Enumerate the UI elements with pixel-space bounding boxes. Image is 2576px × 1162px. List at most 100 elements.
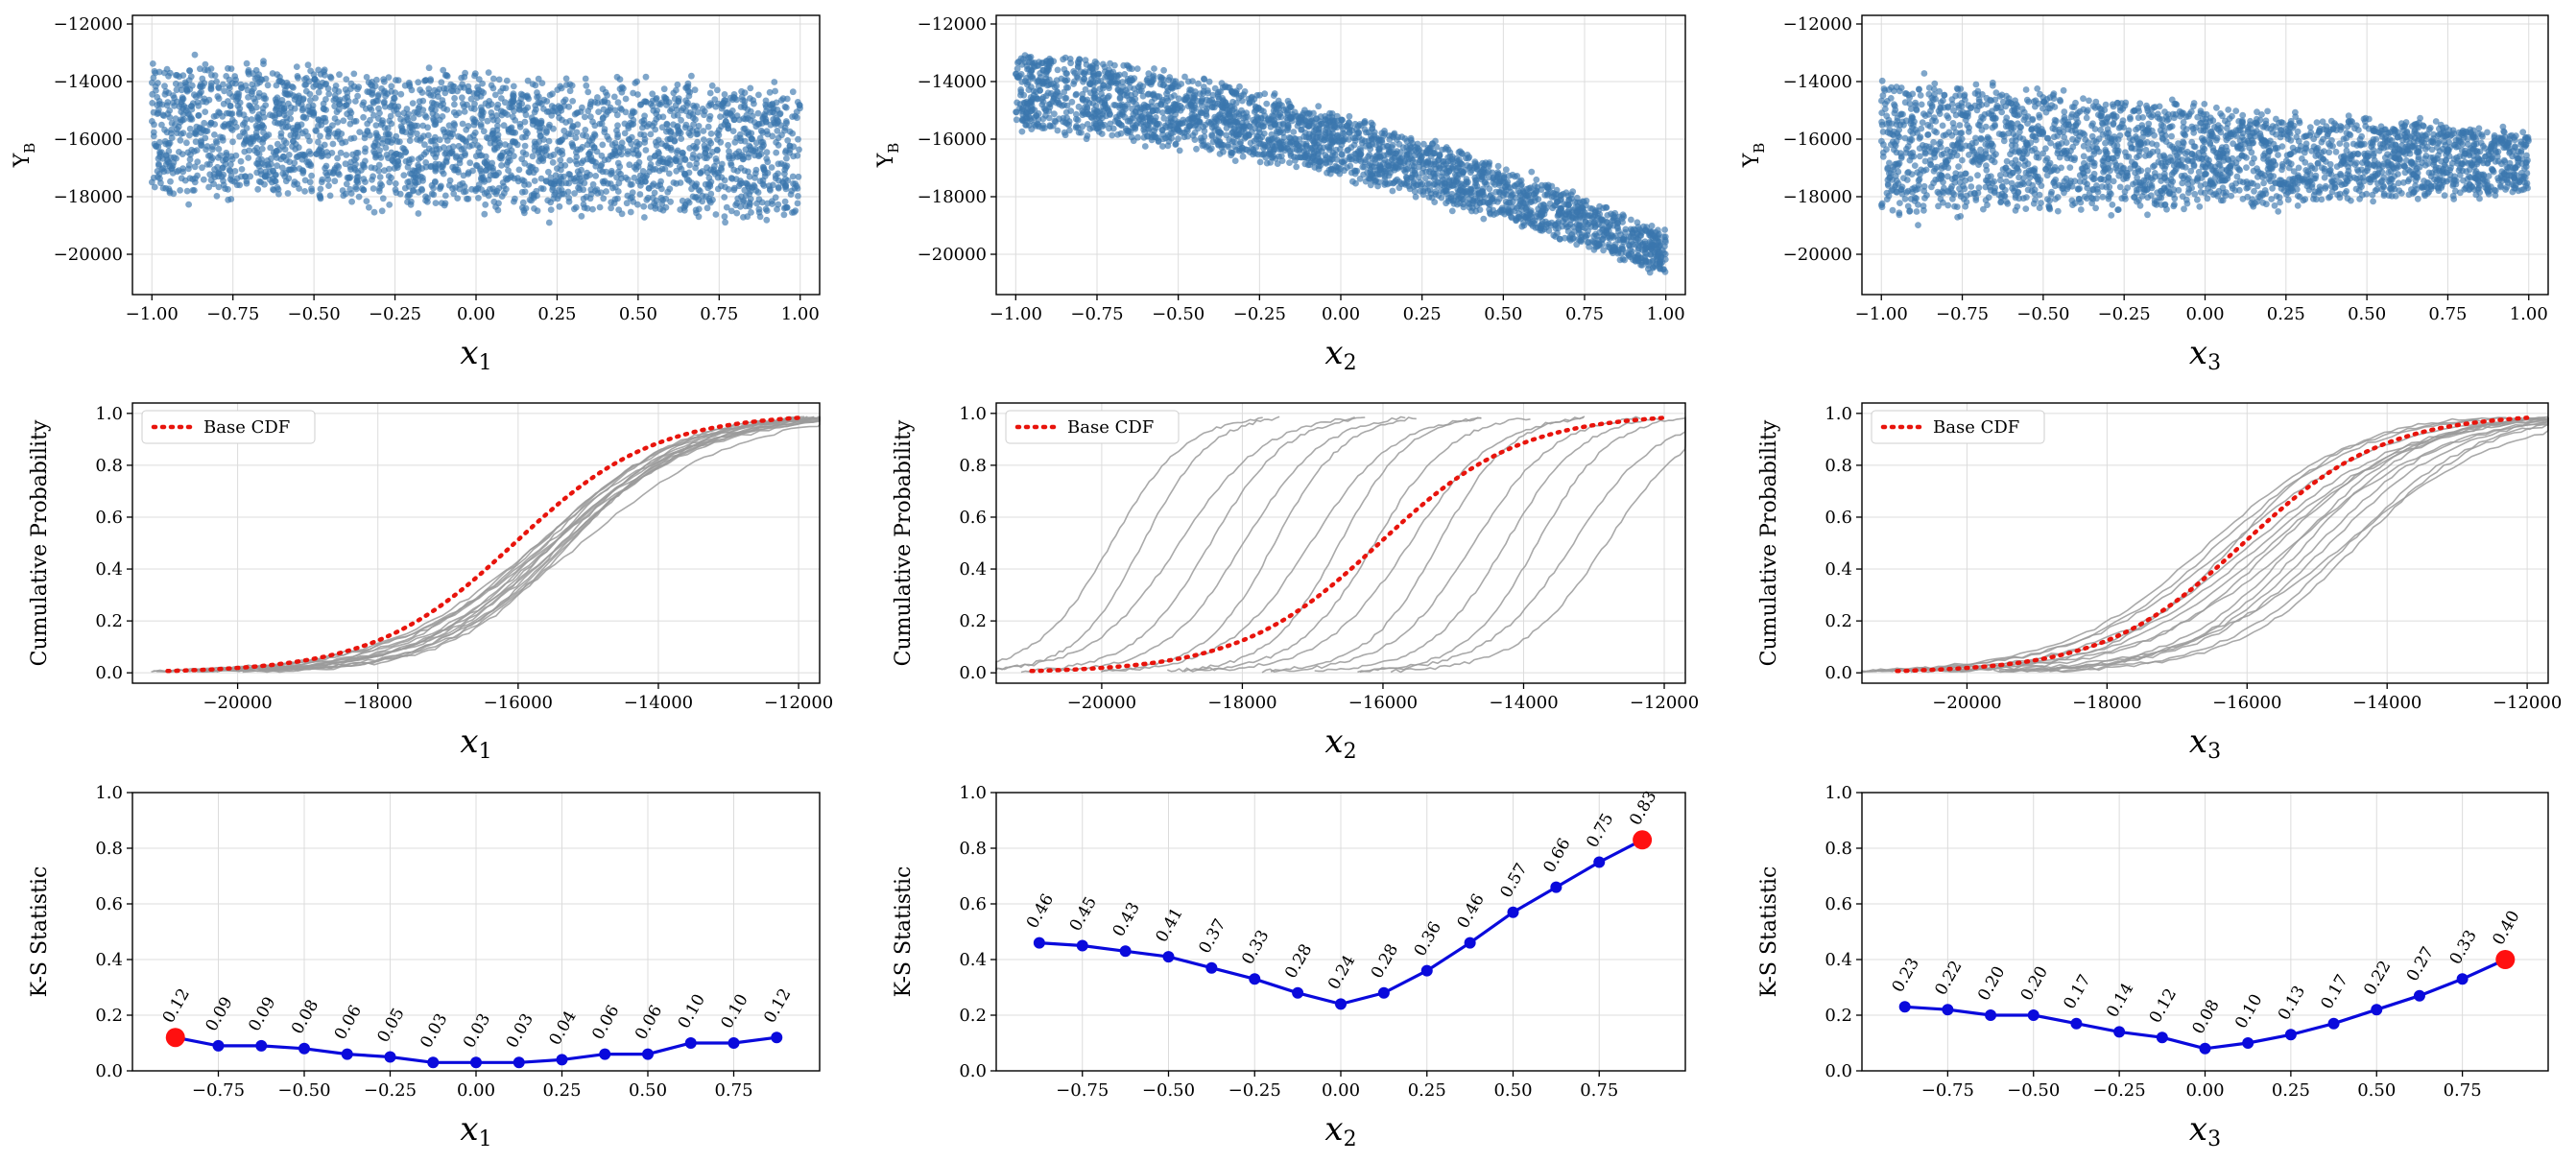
scatter-point [621,130,629,137]
scatter-point [408,121,415,129]
scatter-point [595,108,602,115]
scatter-point [1457,186,1465,194]
scatter-point [647,130,655,138]
scatter-point [658,140,665,148]
scatter-point [703,146,710,154]
scatter-point [455,132,462,140]
scatter-point [475,76,483,83]
scatter-point [223,152,230,158]
scatter-point [1395,140,1403,148]
scatter-point [1389,187,1396,195]
scatter-point [324,132,332,140]
scatter-point [174,126,180,133]
scatter-point [673,179,680,187]
scatter-point [298,155,306,163]
scatter-point [1214,90,1222,98]
scatter-point [622,95,630,103]
scatter-point [1091,58,1099,65]
scatter-point [298,107,306,114]
scatter-point [783,119,790,127]
x-tick-label: 0.00 [457,304,495,324]
scatter-point [775,141,782,149]
scatter-point [438,79,445,86]
scatter-point [281,105,288,112]
scatter-point [642,73,650,81]
scatter-point [491,145,498,153]
scatter-point [1615,213,1623,221]
scatter-point [201,119,208,127]
scatter-point [633,78,640,85]
scatter-point [754,109,762,117]
scatter-point [307,162,315,170]
scatter-point [618,151,625,158]
scatter-point [708,82,716,89]
scatter-point [462,69,468,77]
scatter-point [1610,214,1617,222]
scatter-point [440,170,447,178]
scatter-point [1022,121,1029,129]
scatter-point [618,210,626,218]
scatter-point [167,178,174,185]
scatter-point [1621,256,1628,264]
scatter-point [384,138,392,146]
scatter-point [1593,232,1601,240]
scatter-point [545,137,553,145]
scatter-point [1486,174,1492,181]
scatter-point [216,109,224,117]
scatter-point [498,162,505,169]
scatter-point [668,146,675,154]
scatter-point [394,164,401,172]
scatter-point [782,104,790,111]
scatter-point [149,79,155,86]
scatter-point [1080,109,1086,116]
scatter-point [436,136,443,144]
scatter-point [486,98,493,105]
scatter-point [228,127,236,133]
scatter-point [464,101,470,108]
scatter-point [407,201,415,208]
scatter-point [497,88,504,95]
scatter-point [721,91,728,98]
scatter-point [1099,123,1106,130]
scatter-point [274,94,281,102]
scatter-point [786,142,794,150]
scatter-point [773,149,780,156]
scatter-point [537,175,545,182]
scatter-point [373,76,380,83]
scatter-point [317,144,324,151]
scatter-point [1528,168,1536,176]
scatter-point [776,109,784,117]
scatter-point [155,109,162,116]
scatter-point [608,169,615,177]
scatter-point [531,138,538,146]
scatter-point [337,149,345,156]
scatter-point [431,178,439,186]
scatter-point [418,186,426,194]
scatter-point [441,89,449,97]
scatter-point [174,72,180,79]
scatter-point [202,108,209,115]
scatter-point [220,178,227,184]
scatter-point [1252,104,1260,111]
scatter-point [714,136,721,143]
scatter-point [375,105,382,112]
scatter-point [403,106,411,112]
scatter-point [727,161,735,169]
scatter-point [393,189,400,197]
scatter-point [610,93,618,101]
scatter-point [1193,145,1200,153]
x-tick-label: 1.00 [781,304,820,324]
scatter-point [202,60,209,68]
scatter-point [614,99,622,107]
scatter-point [1114,130,1121,138]
scatter-point [437,102,444,109]
scatter-point [1614,219,1622,226]
scatter-point [674,124,680,130]
scatter-point [529,121,537,128]
scatter-point [286,158,294,166]
scatter-point [1211,84,1219,92]
scatter-point [343,152,350,158]
scatter-point [1046,122,1054,130]
scatter-point [170,92,177,99]
